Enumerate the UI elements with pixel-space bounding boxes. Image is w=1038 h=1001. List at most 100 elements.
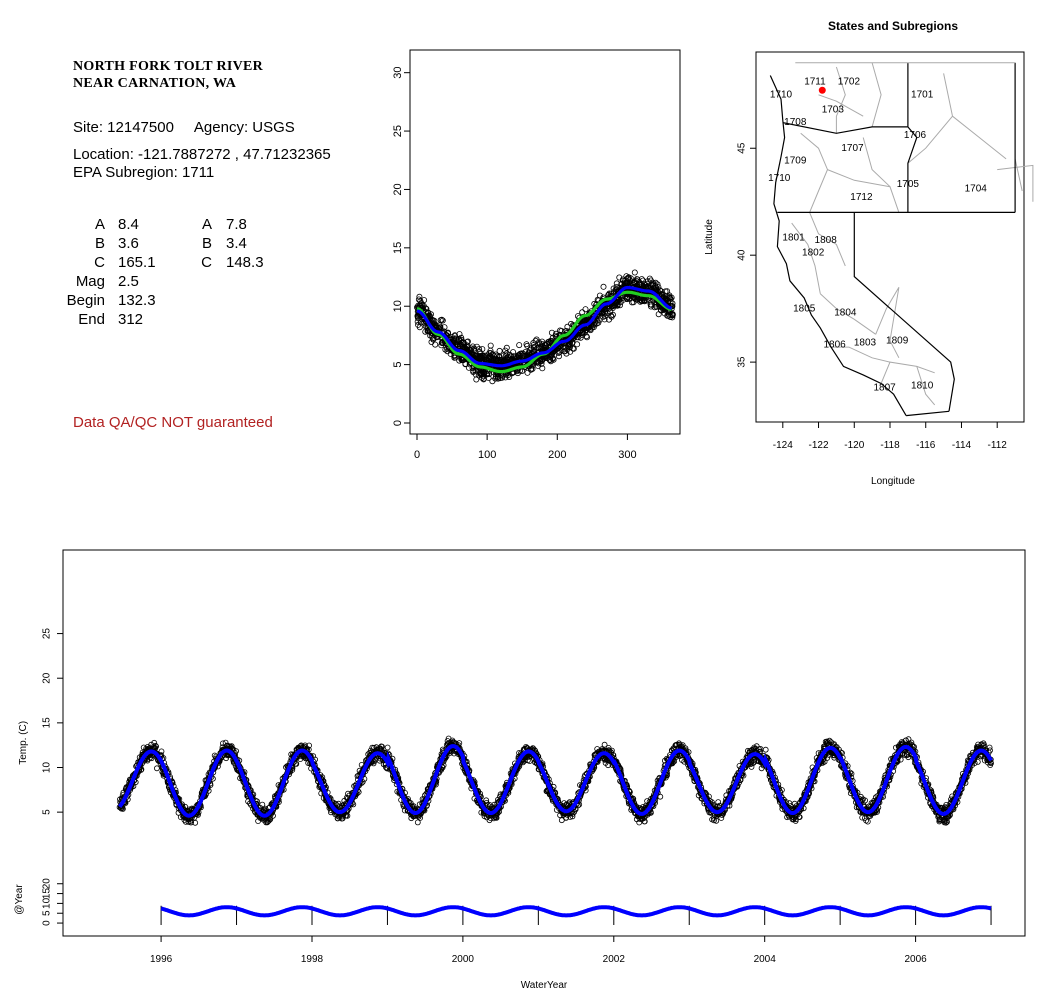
data-point — [293, 760, 300, 767]
data-point — [549, 334, 556, 341]
data-point — [648, 301, 655, 308]
y-tick-label: 20 — [392, 183, 404, 195]
data-point — [610, 285, 617, 292]
y-tick-label: 5 — [42, 910, 53, 916]
y-tick-label: 10 — [42, 897, 53, 909]
data-point — [488, 357, 495, 364]
y-tick-label: 25 — [42, 628, 53, 640]
data-point — [439, 317, 446, 324]
y-tick-label: 15 — [42, 888, 53, 900]
x-axis-label: WaterYear — [521, 980, 568, 991]
data-point — [524, 369, 531, 376]
data-point — [504, 354, 511, 361]
region-label: 1711 — [804, 77, 826, 88]
data-point — [265, 817, 272, 824]
param-value: 165.1 — [118, 254, 156, 271]
region-label: 1807 — [874, 382, 897, 393]
data-point — [601, 313, 608, 320]
param-label: Begin — [66, 292, 105, 309]
data-point — [482, 352, 489, 359]
data-point — [306, 742, 313, 749]
y-tick-label: 5 — [42, 809, 53, 815]
y-tick-label: 20 — [42, 672, 53, 684]
data-point — [613, 299, 620, 306]
data-point — [641, 298, 648, 305]
data-point — [631, 269, 638, 276]
region-label: 1701 — [911, 89, 934, 100]
data-point — [451, 333, 458, 340]
subregion-boundary — [1014, 158, 1023, 192]
data-point — [120, 805, 126, 812]
data-point — [619, 276, 626, 283]
data-point — [603, 305, 610, 312]
y-tick-label: 35 — [737, 356, 748, 368]
data-point — [523, 341, 530, 348]
data-point — [496, 347, 503, 354]
data-point — [414, 819, 421, 826]
data-point — [335, 800, 342, 807]
data-point — [195, 811, 201, 818]
data-point — [153, 743, 160, 750]
map-ylabel: Latitude — [704, 219, 715, 255]
data-point — [669, 311, 676, 318]
data-point — [562, 344, 569, 351]
subregion-boundary — [875, 287, 900, 359]
data-point — [416, 324, 423, 331]
site-location-marker — [818, 86, 826, 94]
data-point — [462, 360, 469, 367]
data-point — [539, 340, 546, 347]
x-tick-label: -120 — [844, 440, 864, 451]
location-line: Location: -121.7887272 , 47.71232365 — [73, 146, 331, 163]
data-point — [228, 743, 235, 750]
y-tick-label: 5 — [392, 362, 404, 368]
region-label: 1805 — [793, 303, 816, 314]
data-point — [486, 353, 493, 360]
subregion-boundary — [907, 115, 953, 164]
data-point — [762, 746, 769, 753]
data-point — [432, 341, 439, 348]
subregion-line: EPA Subregion: 1711 — [73, 164, 215, 181]
data-point — [650, 280, 657, 287]
region-label: 1809 — [886, 335, 909, 346]
site-title-line1: NORTH FORK TOLT RIVER — [73, 59, 264, 74]
data-point — [632, 280, 639, 287]
data-point — [503, 344, 510, 351]
param-value: 2.5 — [118, 273, 139, 290]
data-point — [601, 310, 608, 317]
coastline — [769, 75, 907, 416]
data-point — [607, 290, 614, 297]
data-point — [530, 342, 537, 349]
data-point — [480, 376, 487, 383]
data-point — [617, 299, 624, 306]
data-point — [530, 344, 537, 351]
plot-frame — [409, 49, 681, 435]
data-point — [665, 293, 672, 300]
data-point — [344, 812, 351, 819]
param-label: C — [201, 254, 212, 271]
x-tick-label: -122 — [809, 440, 829, 451]
y-tick-label: 0 — [392, 420, 404, 426]
data-point — [625, 274, 632, 281]
timeseries-points — [116, 735, 994, 826]
data-point — [555, 353, 562, 360]
data-point — [456, 331, 463, 338]
data-point — [600, 283, 607, 290]
data-point — [458, 356, 465, 363]
x-tick-label: 100 — [478, 449, 496, 461]
subregion-boundary — [791, 222, 821, 294]
data-point — [370, 760, 377, 767]
data-point — [415, 315, 422, 322]
scatter-points — [414, 269, 676, 385]
x-tick-label: -116 — [916, 440, 936, 451]
subregion-boundary — [916, 366, 936, 406]
subregion-boundary — [943, 73, 1007, 160]
region-label: 1801 — [782, 233, 805, 244]
data-point — [384, 744, 391, 751]
data-point — [475, 352, 482, 359]
map-xlabel: Longitude — [871, 476, 915, 487]
x-tick-label: 2002 — [603, 954, 626, 965]
subregion-boundary — [809, 212, 846, 267]
data-point — [582, 306, 589, 313]
data-point — [158, 748, 165, 755]
param-value: 148.3 — [226, 254, 264, 271]
